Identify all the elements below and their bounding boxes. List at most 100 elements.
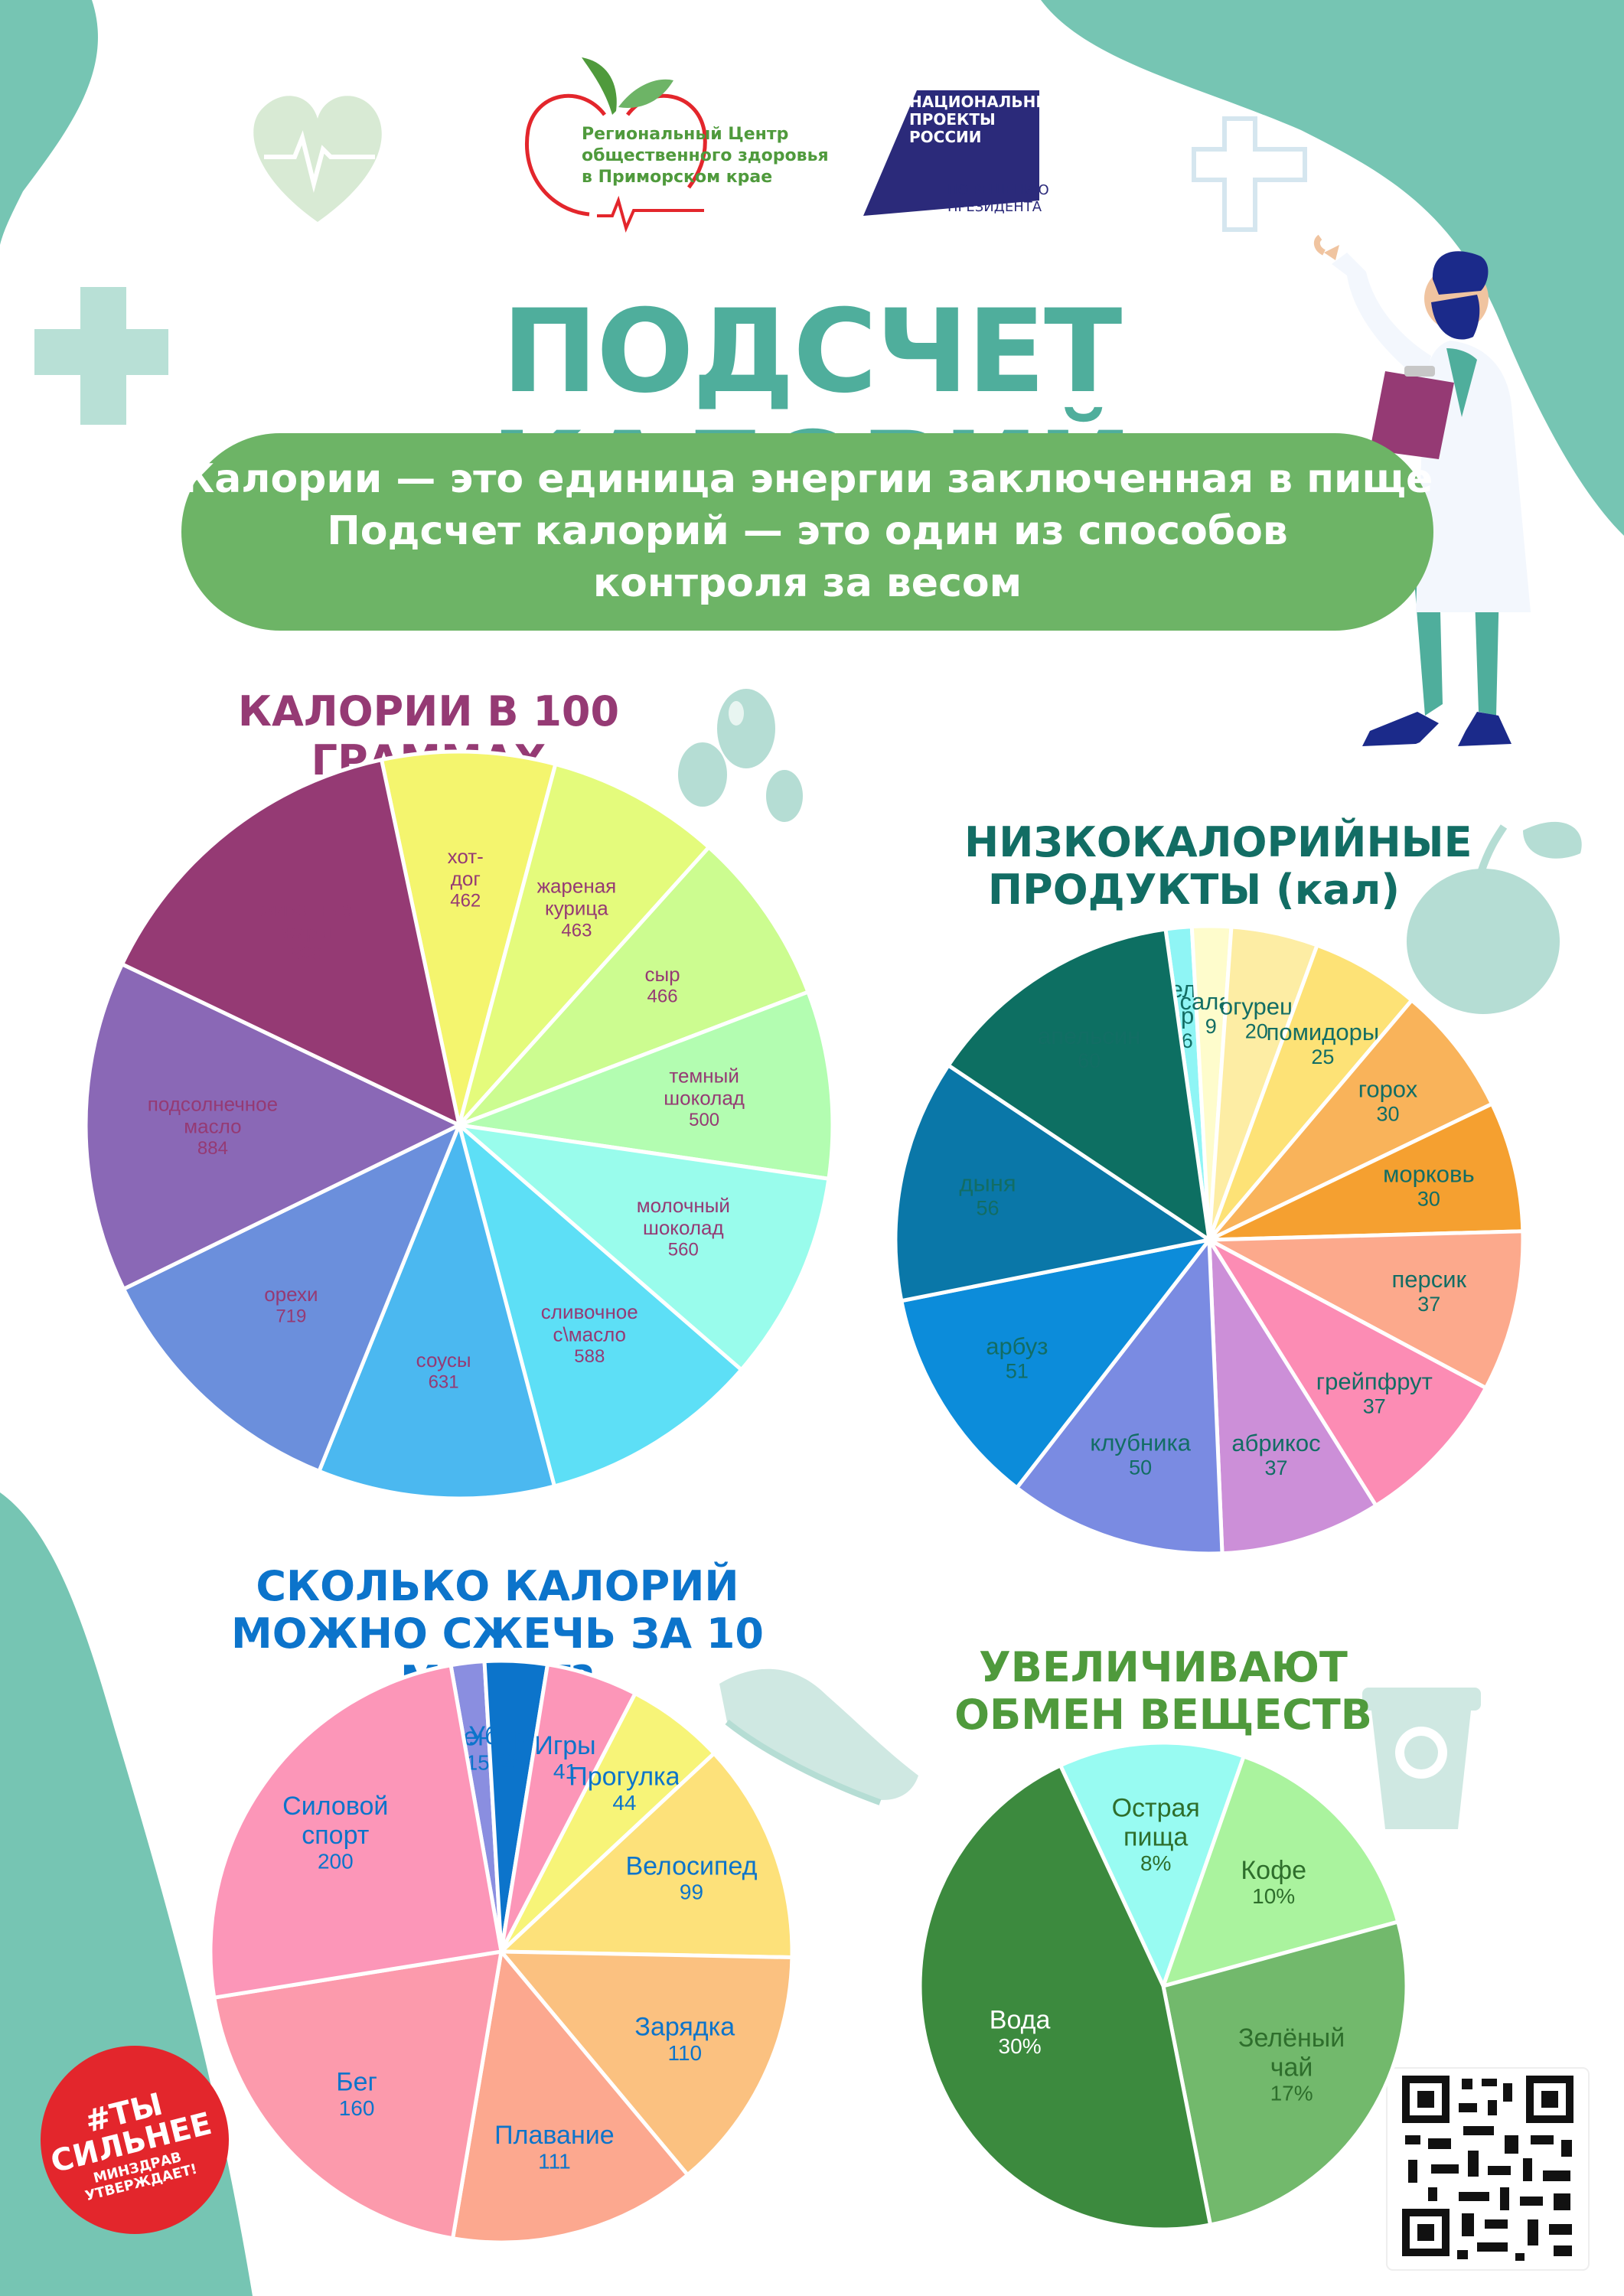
pie-slice <box>1208 1101 1525 1242</box>
slice-label: жареная курица 463 <box>537 875 617 941</box>
slice-label-name: пища <box>1123 1823 1188 1852</box>
definition-text: Калории — это единица энергии заключенна… <box>181 453 1433 609</box>
t4-line-2: ОБМЕН ВЕЩЕСТВ <box>954 1691 1372 1739</box>
slice-label: Кофе 10% <box>1241 1856 1306 1908</box>
pie-slice <box>452 1122 831 1373</box>
pie-slice <box>1161 1919 1409 2227</box>
slice-label-name: соусы <box>416 1349 471 1371</box>
slice-value: 200 <box>318 1849 354 1873</box>
pie-slice <box>1208 997 1495 1242</box>
pie-slice <box>497 1949 794 2178</box>
slice-label: Острая пища 8% <box>1112 1794 1200 1875</box>
slice-value: 560 <box>668 1240 699 1261</box>
slice-label-name: сливочное <box>541 1300 638 1323</box>
slice-label-name: Прогулка <box>569 1763 680 1792</box>
slice-label: сыр 466 <box>644 963 680 1007</box>
slice-label: молочный шоколад 560 <box>637 1194 730 1261</box>
slice-label-name: дыня <box>959 1169 1016 1196</box>
slice-value: 41 <box>553 1760 577 1783</box>
pie-slice <box>208 1662 504 2001</box>
slice-value: 25 <box>1311 1045 1334 1068</box>
slice-value: 160 <box>339 2096 375 2120</box>
slice-label-name: Велосипед <box>625 1851 757 1880</box>
national-projects-title: НАЦИОНАЛЬНЫЕ ПРОЕКТЫ РОССИИ <box>909 93 1062 146</box>
slice-label: персик 37 <box>1391 1266 1466 1316</box>
slice-value: 51 <box>1006 1359 1029 1382</box>
slice-label: темный шоколад 500 <box>664 1064 745 1130</box>
slice-value: 17% <box>1270 2082 1313 2105</box>
slice-label: Игры 41 <box>534 1731 595 1783</box>
slice-label-name: огурец <box>1220 993 1293 1019</box>
national-projects-logo <box>863 90 1039 216</box>
slice-label-name: Игры <box>534 1731 595 1760</box>
slice-label-name: шоколад <box>643 1216 724 1239</box>
slice-label: огурец 20 <box>1220 993 1293 1042</box>
slice-label-name: хот- <box>448 845 484 868</box>
badge-circle <box>41 2046 229 2234</box>
slice-value: 462 <box>450 891 481 912</box>
slice-label: апельсин 60 <box>1038 1022 1140 1072</box>
pie-slice <box>1160 1753 1401 1989</box>
slice-label: орехи 719 <box>264 1283 318 1327</box>
slice-label-name: спорт <box>302 1821 369 1850</box>
t4-line-1: УВЕЛИЧИВАЮТ <box>979 1643 1348 1691</box>
slice-value: 111 <box>538 2149 571 2173</box>
slice-value: 588 <box>574 1346 605 1367</box>
slice-label-name: арбуз <box>986 1332 1048 1359</box>
slice-label: дыня 56 <box>959 1169 1016 1219</box>
pie-slice <box>918 1763 1213 2232</box>
slice-label: грейпфрут 37 <box>1316 1368 1433 1418</box>
pie-slice <box>1202 1229 1525 1391</box>
slice-label-name: темный <box>669 1064 739 1087</box>
slice-value: 37 <box>1363 1395 1386 1418</box>
coffee-cup-icon <box>1362 1688 1481 1829</box>
slice-value: 6 <box>1182 1029 1193 1052</box>
slice-label-name: горох <box>1358 1075 1418 1102</box>
slice-label-name: Острая <box>1112 1794 1200 1823</box>
slice-label: хот-дог 462 <box>448 845 484 912</box>
pie-metabolism: Острая пища 8% Кофе 10% Зелёный чай 17% Вода 30% <box>918 1740 1409 2232</box>
slice-value: 30 <box>1417 1188 1440 1211</box>
pie-slice <box>379 749 558 1126</box>
slice-label: Зарядка 110 <box>634 2013 735 2065</box>
slice-value: 30% <box>999 2034 1042 2058</box>
heart-icon <box>253 96 382 222</box>
t2-line-1: НИЗКОКАЛОРИЙНЫЕ <box>964 818 1472 866</box>
regional-center-logo <box>525 57 707 233</box>
slice-label-name: орехи <box>264 1283 318 1306</box>
slice-label-name: шоколад <box>664 1087 745 1110</box>
pie-slice <box>1203 1234 1489 1508</box>
slice-value: 884 <box>197 1138 228 1159</box>
slice-label-name: помидоры <box>1267 1019 1380 1045</box>
slice-value: 60 <box>1078 1049 1101 1072</box>
slice-label-name: жиры <box>282 920 331 943</box>
slice-value: 37 <box>1417 1293 1440 1316</box>
slice-value: 99 <box>680 1880 703 1904</box>
slice-label-name: Вода <box>990 2006 1051 2035</box>
slice-label-name: животные <box>261 898 352 921</box>
slice-label: Силовой спорт 200 <box>282 1792 388 1873</box>
slice-label-name: Плавание <box>494 2121 614 2150</box>
definition-line-3: контроля за весом <box>592 560 1022 606</box>
slice-value: 900 <box>292 944 322 964</box>
slice-value: 37 <box>1264 1456 1287 1479</box>
pie-slice <box>1058 1740 1247 1991</box>
pie-slice <box>452 989 835 1182</box>
slice-label: животные жиры 900 <box>261 898 352 964</box>
chart-title-low-calorie: НИЗКОКАЛОРИЙНЫЕ ПРОДУКТЫ (кал) <box>964 818 1472 914</box>
slice-value: 10% <box>1252 1884 1295 1908</box>
slice-label: Плавание 111 <box>494 2121 614 2173</box>
pie-slice <box>1207 942 1415 1241</box>
slice-value: 631 <box>429 1371 459 1392</box>
pie-slice <box>1207 1232 1379 1556</box>
pie-slice <box>121 1120 463 1474</box>
t3-line-1: СКОЛЬКО КАЛОРИЙ <box>256 1562 739 1610</box>
slice-value: 719 <box>276 1306 306 1327</box>
slice-label-name: апельсин <box>1038 1022 1140 1049</box>
definition-banner <box>181 433 1433 631</box>
heartbeat-line-icon <box>264 130 375 193</box>
chart-title-metabolism: УВЕЛИЧИВАЮТ ОБМЕН ВЕЩЕСТВ <box>934 1644 1393 1739</box>
slice-label-name: Кофе <box>1241 1856 1306 1885</box>
